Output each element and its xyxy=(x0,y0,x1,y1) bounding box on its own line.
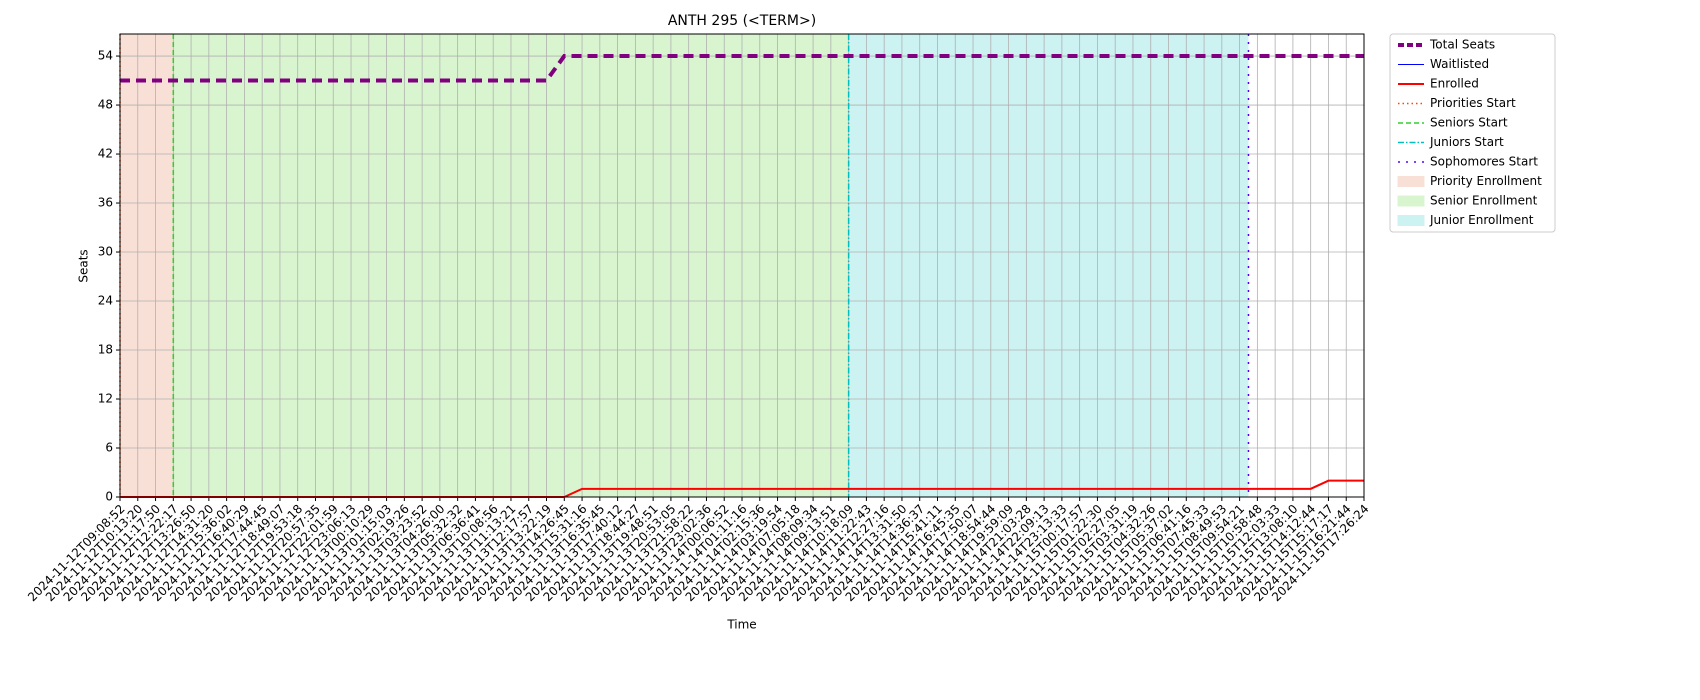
y-axis-label: Seats xyxy=(77,249,91,282)
legend-label: Senior Enrollment xyxy=(1430,194,1538,208)
legend-label: Juniors Start xyxy=(1429,135,1504,149)
chart-title: ANTH 295 (<TERM>) xyxy=(668,13,816,29)
x-axis-label: Time xyxy=(726,618,756,632)
legend-label: Sophomores Start xyxy=(1430,155,1538,169)
legend-swatch xyxy=(1397,176,1425,187)
span xyxy=(848,34,1249,497)
y-tick-label: 36 xyxy=(98,196,113,210)
y-tick-label: 48 xyxy=(98,98,113,112)
legend-label: Seniors Start xyxy=(1430,116,1508,130)
series-line xyxy=(120,54,1364,83)
y-tick-label: 0 xyxy=(105,490,113,504)
legend-label: Priority Enrollment xyxy=(1430,174,1542,188)
legend-swatch xyxy=(1397,215,1425,226)
y-tick-label: 18 xyxy=(98,343,113,357)
y-tick-label: 12 xyxy=(98,392,113,406)
legend-swatch xyxy=(1397,195,1425,207)
y-tick-label: 42 xyxy=(98,147,113,161)
span xyxy=(120,34,174,497)
legend-label: Junior Enrollment xyxy=(1429,213,1534,227)
y-tick-label: 24 xyxy=(98,294,113,308)
legend-label: Total Seats xyxy=(1429,38,1495,52)
legend-label: Enrolled xyxy=(1430,77,1479,91)
y-tick-label: 54 xyxy=(98,49,113,63)
plot-frame xyxy=(119,33,1365,498)
legend: Total Seats Waitlisted Enrolled Priorities … xyxy=(1389,33,1556,233)
legend-label: Priorities Start xyxy=(1430,96,1516,110)
y-tick-label: 30 xyxy=(98,245,113,259)
y-tick-label: 6 xyxy=(105,441,113,455)
legend-box xyxy=(1389,33,1556,233)
legend-label: Waitlisted xyxy=(1430,57,1489,71)
